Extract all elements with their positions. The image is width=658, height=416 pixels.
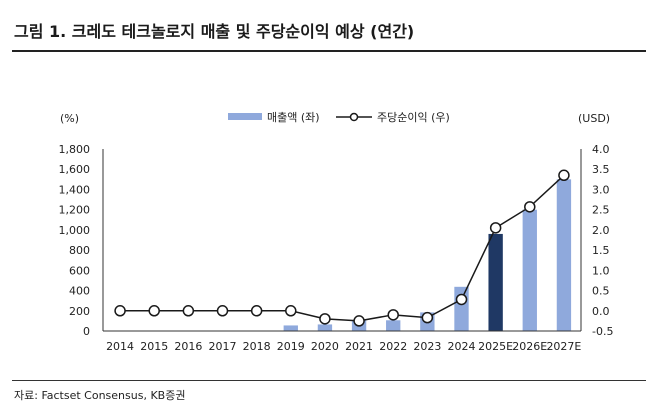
eps-point-2021 [353,315,365,327]
eps-point-2018 [250,305,263,317]
right-tick-label: 0.0 [592,305,610,318]
eps-point-2022 [387,309,399,321]
x-tick-label: 2020 [311,340,339,353]
x-tick-label: 2016 [174,340,202,353]
source-note: 자료: Factset Consensus, KB증권 [14,389,186,402]
eps-point-2014 [114,305,126,317]
x-tick-label: 2026E [512,340,547,353]
x-tick-label: 2023 [413,340,441,353]
axes [102,149,582,332]
left-axis-label: (%) [60,112,79,125]
left-tick-label: 400 [69,285,90,298]
left-tick-label: 800 [69,244,90,257]
x-axis-ticks: 2014 2015 2016 2017 2018 2019 2020 2021 2022 2023… [106,340,581,353]
right-axis-ticks: -0.5 0.0 0.5 1.0 1.5 2.0 2.5 3.0 3.5 4.0 [592,143,613,338]
eps-point-2020 [319,313,331,325]
bar-2027E [556,179,572,331]
x-tick-label: 2021 [345,340,373,353]
bar-2024 [454,286,469,331]
x-tick-label: 2022 [379,340,407,353]
line-series [114,169,570,327]
left-tick-label: 0 [83,325,90,338]
chart-title: 그림 1. 크레도 테크놀로지 매출 및 주당순이익 예상 (연간) [14,22,415,41]
bar-2020 [317,324,333,331]
eps-point-2025E [489,222,502,234]
legend-bar-swatch [228,113,262,120]
right-tick-label: -0.5 [592,325,613,338]
left-tick-label: 1,400 [59,183,91,196]
eps-point-2017 [216,305,229,317]
title-divider [12,50,646,52]
x-tick-label: 2024 [448,340,476,353]
left-tick-label: 1,000 [59,224,91,237]
x-tick-label: 2018 [243,340,271,353]
bar-2022 [386,320,401,331]
right-tick-label: 4.0 [592,143,610,156]
left-axis-ticks: 0 200 400 600 800 1,000 1,200 1,400 1,600 1,800 [59,143,91,338]
right-tick-label: 1.5 [592,244,610,257]
legend-line-marker [349,112,359,122]
x-tick-label: 2019 [277,340,305,353]
left-tick-label: 200 [69,305,90,318]
x-tick-label: 2014 [106,340,134,353]
eps-point-2019 [285,305,297,317]
bar-2025E [488,233,503,331]
footer-divider [12,380,646,381]
eps-point-2027E [558,169,570,182]
right-tick-label: 0.5 [592,285,610,298]
legend-line-label: 주당순이익 (우) [377,111,450,124]
x-tick-label: 2015 [140,340,168,353]
legend: 매출액 (좌) 주당순이익 (우) [228,111,450,124]
left-tick-label: 600 [69,264,90,277]
bar-2026E [522,209,537,331]
right-tick-label: 1.0 [592,264,610,277]
x-tick-label: 2017 [209,340,237,353]
bar-2019 [283,325,298,331]
x-tick-label: 2025E [478,340,513,353]
eps-point-2024 [455,293,468,306]
right-tick-label: 3.0 [592,183,610,196]
eps-point-2026E [524,201,536,213]
left-tick-label: 1,600 [59,163,91,176]
right-tick-label: 2.5 [592,204,610,217]
legend-bar-label: 매출액 (좌) [267,111,320,124]
left-tick-label: 1,200 [59,204,91,217]
right-tick-label: 2.0 [592,224,610,237]
x-tick-label: 2027E [546,340,581,353]
chart-area: 0 200 400 600 800 1,000 1,200 1,400 1,600 1,800 -… [59,111,614,353]
eps-point-2015 [148,305,160,317]
left-tick-label: 1,800 [59,143,91,156]
eps-point-2016 [182,305,195,317]
right-axis-label: (USD) [578,112,610,125]
eps-point-2023 [421,311,434,324]
right-tick-label: 3.5 [592,163,610,176]
